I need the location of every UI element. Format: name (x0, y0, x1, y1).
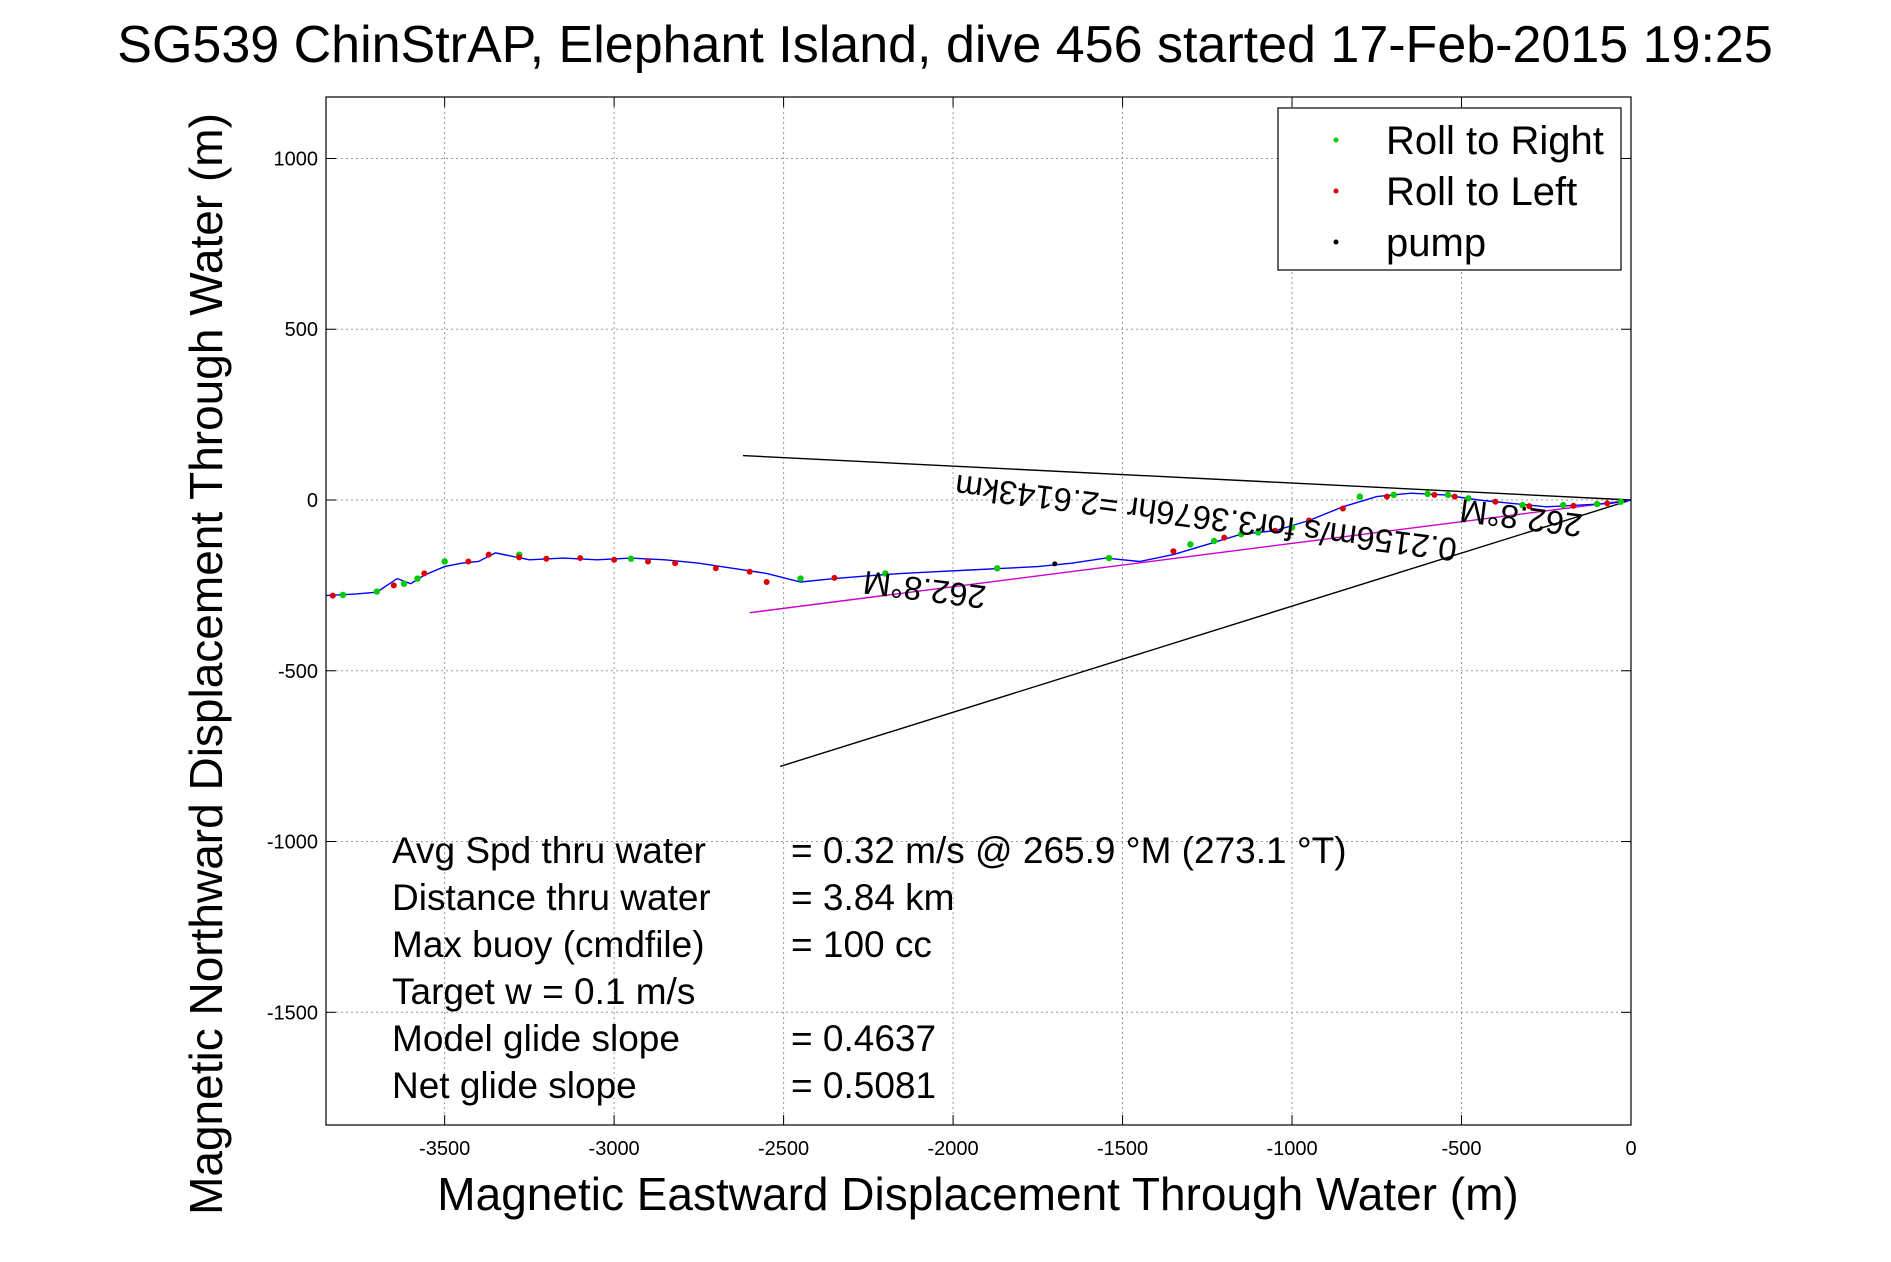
heading-line (779, 499, 1632, 768)
stat-label: Avg Spd thru water (392, 830, 706, 871)
roll-right-point (1444, 491, 1452, 499)
data-series (325, 490, 1632, 599)
roll-left-point (611, 556, 618, 563)
roll-right-point (1105, 554, 1113, 562)
roll-left-point (465, 558, 472, 565)
y-tick-label: -1000 (267, 832, 318, 854)
tick-labels: -3500 -3000 -2500 -2000 -1500 -1000 -500 0 -1500… (267, 148, 1637, 1160)
roll-right-point (1519, 501, 1526, 509)
stat-value: = 3.84 km (791, 877, 955, 918)
roll-right-point (1424, 490, 1431, 498)
x-tick-label: -2500 (758, 1138, 809, 1160)
roll-left-point (1272, 527, 1279, 534)
roll-left-point (1451, 493, 1458, 500)
roll-left-point (485, 551, 492, 558)
x-tick-label: 0 (1625, 1138, 1636, 1160)
stat-label: Model glide slope (392, 1018, 680, 1059)
roll-right-point (1187, 541, 1194, 548)
roll-left-point (746, 568, 753, 575)
roll-right-point (1237, 530, 1245, 538)
roll-left-point (831, 574, 838, 581)
stat-value: = 0.4637 (791, 1018, 936, 1059)
heading-line (742, 454, 1632, 501)
chart-title: SG539 ChinStrAP, Elephant Island, dive 4… (117, 16, 1772, 74)
roll-left-point (712, 565, 719, 572)
roll-right-point (1210, 537, 1218, 545)
roll-right-point (882, 570, 889, 577)
roll-right-point (414, 575, 421, 582)
guide-lines (742, 454, 1632, 768)
roll-right-point (373, 588, 381, 595)
y-tick-label: 1000 (274, 148, 319, 170)
legend-marker (1333, 137, 1339, 143)
roll-left-point (1604, 500, 1611, 507)
roll-right-point (1617, 498, 1625, 505)
roll-right-point (797, 575, 804, 582)
x-tick-label: -1000 (1266, 1138, 1317, 1160)
x-axis-label: Magnetic Eastward Displacement Through W… (437, 1168, 1518, 1220)
roll-right-point (627, 555, 635, 562)
stat-value: = 0.5081 (791, 1065, 936, 1106)
roll-left-point (1221, 534, 1228, 541)
x-tick-label: -500 (1442, 1138, 1482, 1160)
roll-left-point (1339, 505, 1346, 512)
x-tick-label: -2000 (927, 1138, 978, 1160)
roll-right-point (441, 558, 448, 565)
plot-frame (325, 96, 1632, 1126)
roll-left-point (645, 558, 652, 565)
roll-left-point (543, 555, 550, 562)
legend-label: pump (1386, 221, 1486, 265)
heading-line (749, 499, 1632, 614)
legend-label: Roll to Left (1386, 170, 1577, 214)
stat-label: Max buoy (cmdfile) (392, 924, 705, 965)
stat-label: Net glide slope (392, 1065, 637, 1106)
roll-right-point (1254, 529, 1262, 536)
stat-label: Distance thru water (392, 877, 711, 918)
roll-left-point (1526, 503, 1533, 510)
roll-left-point (1431, 491, 1438, 498)
x-tick-label: -1500 (1097, 1138, 1148, 1160)
roll-left-point (1383, 493, 1390, 500)
roll-left-point (577, 555, 584, 562)
roll-right-point (400, 580, 408, 587)
roll-right-point (1465, 495, 1472, 502)
roll-left-point (421, 570, 428, 577)
stat-label: Target w = 0.1 m/s (392, 971, 695, 1012)
stat-value: = 100 cc (791, 924, 932, 965)
track-line (325, 492, 1632, 597)
legend-marker (1333, 239, 1339, 245)
roll-left-point (1492, 498, 1499, 505)
roll-left-point (1305, 517, 1312, 524)
roll-left-point (390, 582, 397, 589)
y-tick-label: -1500 (267, 1002, 318, 1024)
legend-label: Roll to Right (1386, 119, 1604, 163)
roll-right-point (1593, 500, 1601, 508)
y-tick-label: -500 (278, 661, 318, 683)
roll-left-point (516, 554, 523, 561)
y-axis-label: Magnetic Northward Displacement Through … (180, 113, 232, 1215)
roll-left-point (1570, 502, 1577, 509)
pump-point (1052, 561, 1058, 567)
roll-left-point (329, 592, 336, 599)
x-tick-label: -3000 (589, 1138, 640, 1160)
roll-right-point (1560, 501, 1567, 509)
roll-right-point (1390, 491, 1397, 499)
legend-marker (1333, 188, 1339, 194)
roll-left-point (1170, 548, 1177, 555)
stats-annotations: Avg Spd thru water = 0.32 m/s @ 265.9 °M … (392, 830, 1347, 1106)
roll-right-point (993, 565, 1001, 572)
roll-right-point (1288, 524, 1296, 531)
roll-left-point (763, 578, 770, 585)
y-tick-label: 0 (307, 490, 318, 512)
roll-right-point (339, 591, 347, 599)
roll-left-point (672, 560, 679, 567)
x-tick-label: -3500 (419, 1138, 470, 1160)
roll-right-point (1356, 493, 1364, 500)
legend: Roll to Right Roll to Left pump (1277, 107, 1622, 271)
stat-value: = 0.32 m/s @ 265.9 °M (273.1 °T) (791, 830, 1347, 871)
y-tick-label: 500 (285, 319, 318, 341)
